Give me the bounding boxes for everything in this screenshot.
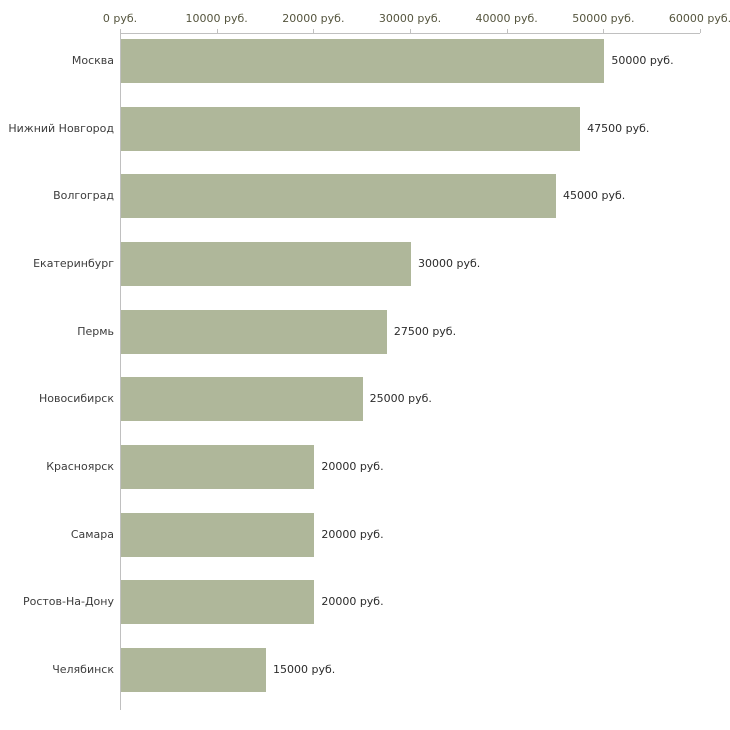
value-label: 27500 руб. bbox=[393, 324, 457, 338]
bar-5 bbox=[121, 309, 387, 354]
value-label: 20000 руб. bbox=[321, 460, 384, 474]
x-axis-tick bbox=[700, 29, 701, 33]
category-label: Нижний Новгород bbox=[8, 121, 114, 135]
category-label: Волгоград bbox=[53, 189, 114, 203]
value-label: 30000 руб. bbox=[418, 256, 481, 270]
bar-4 bbox=[121, 241, 411, 286]
category-label: Москва bbox=[71, 53, 114, 67]
category-label: Екатеринбург bbox=[33, 256, 114, 270]
x-axis-tick bbox=[410, 29, 411, 33]
category-label: Новосибирск bbox=[38, 392, 114, 406]
category-label: Самара bbox=[70, 527, 114, 541]
x-axis-tick bbox=[506, 29, 508, 33]
value-label: 15000 руб. bbox=[273, 663, 336, 677]
bar-9 bbox=[121, 580, 315, 625]
value-label: 47500 руб. bbox=[587, 121, 650, 135]
x-axis-tick bbox=[216, 29, 218, 33]
bar-6 bbox=[121, 377, 363, 422]
value-label: 50000 руб. bbox=[611, 53, 674, 67]
value-label: 45000 руб. bbox=[563, 189, 626, 203]
category-label: Ростов-На-Дону bbox=[22, 595, 114, 609]
x-axis-line bbox=[120, 33, 700, 34]
category-label: Пермь bbox=[77, 324, 114, 338]
x-axis-tick bbox=[120, 29, 121, 33]
x-axis-tick bbox=[313, 29, 315, 33]
bar-2 bbox=[121, 106, 581, 151]
bar-7 bbox=[121, 445, 315, 490]
x-axis-tick-label: 0 руб. bbox=[102, 12, 138, 25]
bar-10 bbox=[121, 648, 266, 693]
category-label: Челябинск bbox=[52, 663, 114, 677]
x-axis-tick-label: 20000 руб. bbox=[282, 12, 345, 25]
bar-8 bbox=[121, 512, 315, 557]
y-axis-line bbox=[120, 33, 121, 710]
bar-3 bbox=[121, 174, 556, 219]
x-axis-tick bbox=[603, 29, 605, 33]
x-axis-tick-label: 30000 руб. bbox=[378, 12, 442, 25]
value-label: 20000 руб. bbox=[321, 595, 384, 609]
x-axis-tick-label: 50000 руб. bbox=[572, 12, 635, 25]
bar-1 bbox=[121, 38, 605, 83]
x-axis-tick-label: 40000 руб. bbox=[475, 12, 538, 25]
x-axis-tick-label: 10000 руб. bbox=[185, 12, 248, 25]
value-label: 20000 руб. bbox=[321, 527, 384, 541]
x-axis-tick-label: 60000 руб. bbox=[668, 12, 730, 25]
value-label: 25000 руб. bbox=[369, 392, 432, 406]
category-label: Красноярск bbox=[46, 460, 114, 474]
